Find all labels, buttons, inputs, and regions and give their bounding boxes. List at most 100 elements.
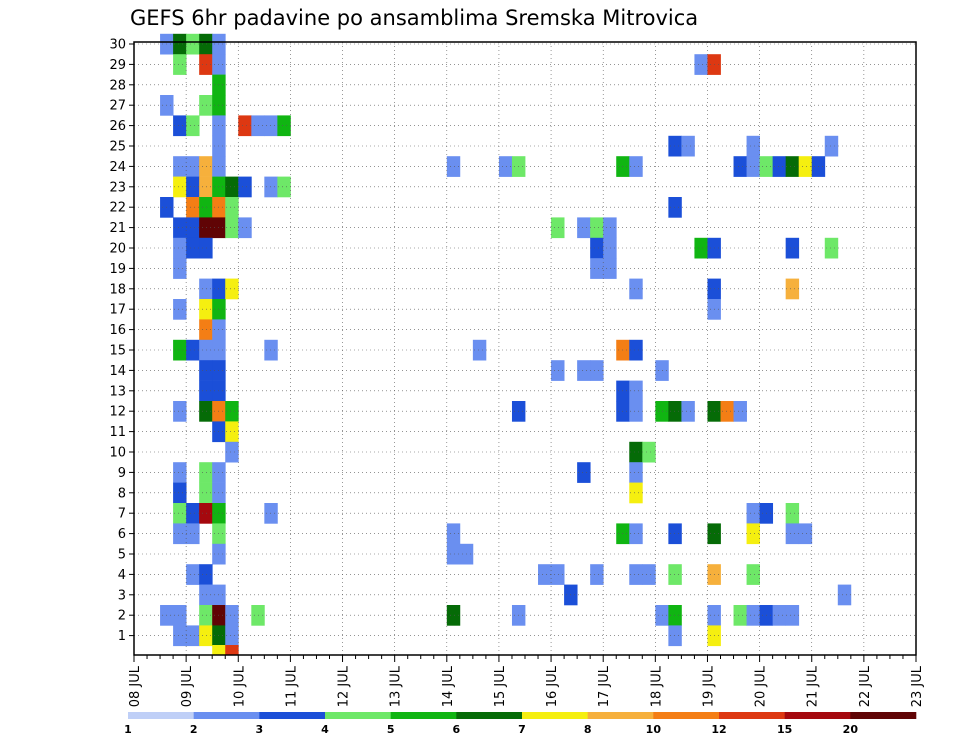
legend-label: 15 [777,723,792,736]
heatmap-cell [199,278,213,300]
heatmap-cell [225,441,239,463]
x-tick-label: 16 JUL [545,665,560,707]
heatmap-cell [446,605,461,626]
heatmap-cell [446,523,461,545]
legend-color-swatch [522,712,588,719]
heatmap-cell [186,564,200,585]
heatmap-cell [720,401,734,422]
heatmap-cell [772,156,787,177]
y-tick-label: 10 [109,446,126,461]
heatmap-cell [199,584,213,606]
y-tick-label: 25 [109,140,126,155]
heatmap-cell [186,217,200,239]
heatmap-cell [577,217,591,239]
heatmap-cell [590,360,604,381]
heatmap-cell [199,237,213,259]
legend-color-swatch [587,712,654,719]
heatmap-cell [173,299,187,320]
heatmap-cells [160,33,852,656]
y-tick-label: 29 [109,58,126,73]
heatmap-cell [199,95,213,116]
heatmap-cell [785,503,800,524]
legend-color-swatch [128,712,194,719]
y-tick-label: 15 [109,344,126,359]
heatmap-cell [238,115,252,137]
heatmap-cell [199,401,213,422]
heatmap-cell [186,503,200,524]
legend-color-swatch [719,712,785,719]
heatmap-cell [603,217,617,239]
heatmap-cell [199,33,213,55]
heatmap-cell [173,33,187,55]
heatmap-cell [225,605,239,626]
heatmap-cell [199,625,213,647]
y-tick-label: 3 [118,588,126,603]
x-tick-label: 10 JUL [232,665,247,707]
heatmap-cell [199,360,213,381]
heatmap-cell [199,54,213,75]
heatmap-cell [642,441,656,463]
x-tick-label: 17 JUL [597,665,612,707]
legend-color-swatch [193,712,260,719]
heatmap-cell [225,645,239,656]
x-tick-label: 23 JUL [910,665,925,707]
y-tick-label: 17 [109,303,126,318]
x-tick-label: 22 JUL [858,665,873,707]
legend-label: 7 [518,723,526,736]
y-tick-label: 5 [118,548,126,563]
heatmap-cell [668,135,682,157]
heatmap-cell [173,156,187,177]
heatmap-cell [746,523,760,545]
heatmap-cell [746,156,760,177]
y-tick-label: 1 [118,629,126,644]
heatmap-cell [668,523,682,545]
x-tick-label: 13 JUL [389,665,404,707]
y-tick-label: 8 [118,486,126,501]
heatmap-cell [668,605,682,626]
y-tick-label: 16 [109,323,126,338]
heatmap-cell [199,482,213,504]
heatmap-cell [577,462,591,483]
heatmap-cell [603,258,617,279]
heatmap-cell [785,278,800,300]
heatmap-cell [746,503,760,524]
legend-label: 12 [711,723,726,736]
heatmap-cell [538,564,552,585]
legend-color-swatch [653,712,720,719]
heatmap-cell [199,503,213,524]
x-tick-label: 08 JUL [128,665,143,707]
heatmap-cell [264,176,278,198]
y-tick-label: 11 [109,425,126,440]
x-tick-label: 21 JUL [806,665,821,707]
heatmap-cell [668,197,682,218]
legend-label: 20 [843,723,859,736]
legend-color-swatch [259,712,326,719]
legend-color-swatch [850,712,917,719]
heatmap-cell [199,339,213,361]
y-tick-label: 23 [109,180,126,195]
y-tick-label: 7 [118,507,126,522]
heatmap-cell [186,156,200,177]
heatmap-cell [785,156,800,177]
heatmap-cell [225,217,239,239]
heatmap-cell [694,54,708,75]
heatmap-cell [186,115,200,137]
heatmap-cell [681,135,695,157]
x-axis-ticks: 08 JUL 09 JUL 10 JUL 11 JUL 12 JUL 13 JUL 14 J… [128,655,925,707]
heatmap-cell [629,441,643,463]
x-tick-label: 11 JUL [284,665,299,707]
heatmap-cell [629,462,643,483]
heatmap-cell [173,54,187,75]
y-tick-label: 19 [109,262,126,277]
heatmap-cell [199,176,213,198]
y-tick-label: 2 [118,609,126,624]
heatmap-cell [798,523,813,545]
heatmap-cell [225,625,239,647]
heatmap-cell [446,156,461,177]
heatmap-cell [551,360,565,381]
legend-label: 1 [124,723,132,736]
heatmap-cell [173,605,187,626]
x-tick-label: 14 JUL [441,665,456,707]
heatmap-cell [277,115,291,137]
heatmap-cell [238,217,252,239]
